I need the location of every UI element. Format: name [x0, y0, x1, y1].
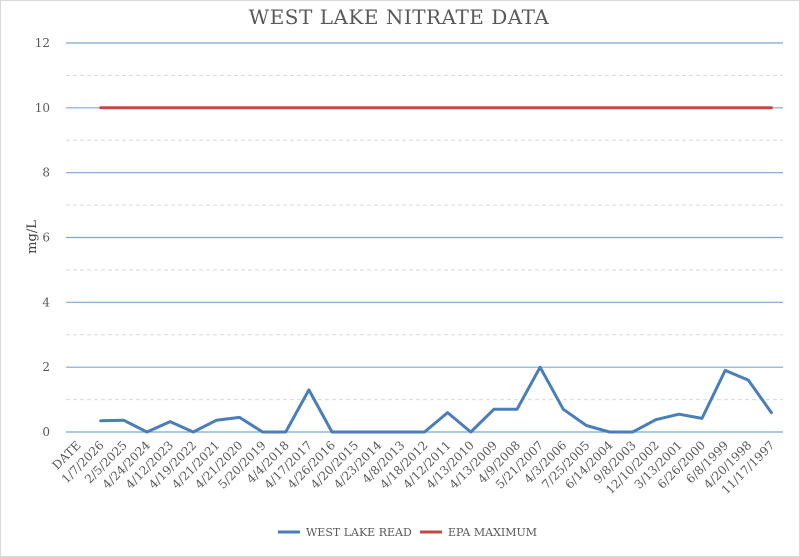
y-tick-label: 10 — [35, 101, 50, 115]
series-lines — [99, 106, 773, 434]
y-tick-labels: 0 2 4 6 8 10 12 — [35, 36, 51, 439]
y-tick-label: 0 — [42, 425, 50, 439]
chart-title: WEST LAKE NITRATE DATA — [249, 5, 550, 29]
legend-label: WEST LAKE READ — [306, 526, 412, 539]
y-tick-label: 2 — [42, 360, 50, 374]
x-tick-labels: DATE1/7/20262/5/20254/24/20244/12/20234/… — [49, 438, 777, 497]
y-tick-label: 6 — [42, 231, 50, 245]
y-tick-label: 4 — [42, 295, 50, 309]
gridlines — [66, 42, 783, 433]
legend-label: EPA MAXIMUM — [448, 526, 537, 539]
legend: WEST LAKE READ EPA MAXIMUM — [278, 526, 537, 539]
y-tick-label: 8 — [42, 166, 50, 180]
y-tick-label: 12 — [35, 36, 50, 50]
y-axis-label: mg/L — [25, 220, 40, 254]
series-line-1 — [99, 365, 773, 434]
